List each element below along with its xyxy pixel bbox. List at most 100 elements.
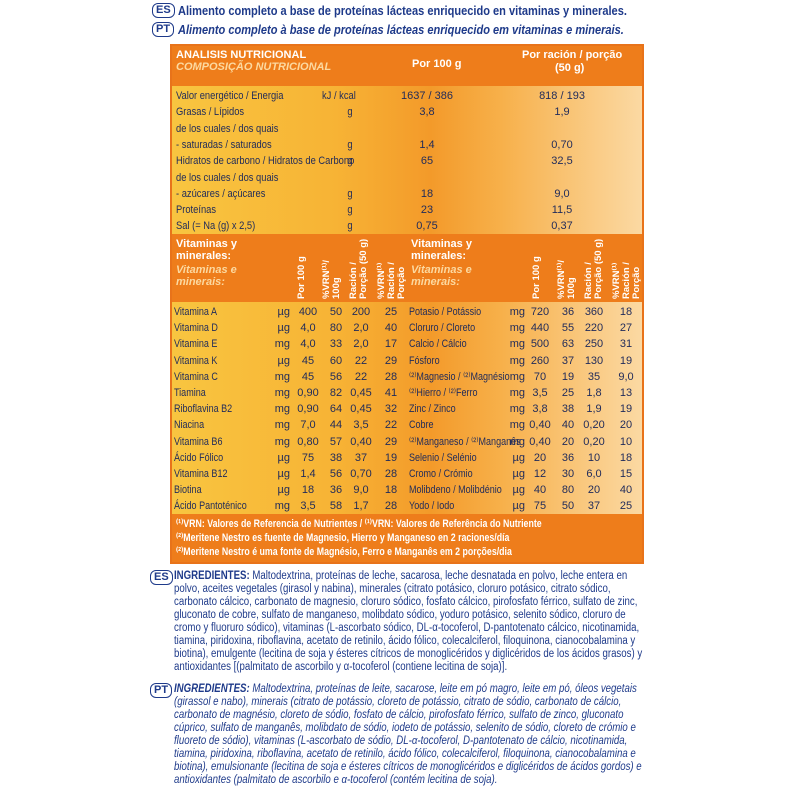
value: 22 <box>384 419 398 432</box>
value: 0,70 <box>551 138 573 151</box>
value: 33 <box>329 338 343 351</box>
value: 19 <box>619 354 633 367</box>
value: 0,37 <box>551 220 573 233</box>
value: 27 <box>619 322 633 335</box>
value: 58 <box>329 500 343 513</box>
value: 17 <box>384 338 398 351</box>
value: 20 <box>561 435 575 448</box>
value: 28 <box>384 468 398 480</box>
row-label: - saturadas / saturados <box>176 138 272 151</box>
unit: g <box>347 187 353 200</box>
value: 41 <box>384 387 398 399</box>
row-label: Valor energético / Energia <box>176 90 284 102</box>
value: 19 <box>384 451 398 464</box>
row-label: Ácido Fólico <box>174 451 224 464</box>
value: 55 <box>561 322 575 335</box>
value: 1,9 <box>586 403 602 416</box>
value: 500 <box>530 338 550 351</box>
value: 28 <box>384 370 398 383</box>
row-label: Calcio / Cálcio <box>409 338 467 351</box>
value: 29 <box>384 435 398 448</box>
unit: mg <box>274 435 290 448</box>
unit: µg <box>277 322 290 335</box>
value: 44 <box>329 419 343 432</box>
ingredients-body: Maltodextrina, proteínas de leche, sacar… <box>174 570 643 673</box>
row-label: Vitamina C <box>174 370 218 383</box>
value: 200 <box>351 306 371 318</box>
value: 3,8 <box>532 403 548 416</box>
unit: µg <box>277 468 290 480</box>
value: 31 <box>619 338 633 351</box>
value: 57 <box>329 435 343 448</box>
value: 25 <box>619 500 633 513</box>
value: 0,45 <box>350 403 372 416</box>
unit: mg <box>509 338 525 351</box>
value: 36 <box>561 306 575 318</box>
unit: mg <box>509 306 525 318</box>
value: 0,40 <box>350 435 372 448</box>
ingredients-text: INGREDIENTES: Maltodextrina, proteínas d… <box>174 570 644 674</box>
row-label: Biotina <box>174 484 202 497</box>
value: 2,0 <box>353 322 369 335</box>
value: 32,5 <box>551 155 573 168</box>
value: 400 <box>298 306 318 318</box>
value: 64 <box>329 403 343 416</box>
value: 250 <box>584 338 604 351</box>
unit: mg <box>274 370 290 383</box>
value: 20 <box>619 419 633 432</box>
unit: mg <box>509 322 525 335</box>
row-label: - azúcares / açúcares <box>176 187 266 200</box>
row-label: Grasas / Lípidos <box>176 106 245 119</box>
value: 0,20 <box>583 419 605 432</box>
value: 40 <box>561 419 575 432</box>
value: 0,75 <box>416 220 438 233</box>
unit: mg <box>274 403 290 416</box>
value: 80 <box>329 322 343 335</box>
badge: PT <box>150 683 173 698</box>
badge: PT <box>152 22 175 37</box>
row-label: Proteínas <box>176 204 217 217</box>
value: 45 <box>301 370 315 383</box>
value: 0,90 <box>297 403 319 416</box>
value: 22 <box>354 354 368 367</box>
footnote: ⁽²⁾Meritene Nestro es fuente de Magnesio… <box>176 532 510 544</box>
table-title: COMPOSIÇÃO NUTRICIONAL <box>176 61 332 73</box>
footnote: ⁽²⁾Meritene Nestro é uma fonte de Magnés… <box>176 546 512 558</box>
value: 37 <box>587 500 601 513</box>
row-label: Potasio / Potássio <box>409 306 482 318</box>
header-band <box>172 234 642 302</box>
row-label: Vitamina B6 <box>174 435 223 448</box>
value: 35 <box>587 370 601 383</box>
value: 13 <box>619 387 633 399</box>
unit: mg <box>509 435 525 448</box>
column-header: Por 100 g <box>412 58 462 70</box>
row-label: Fósforo <box>409 354 440 367</box>
footnote-band <box>172 514 642 562</box>
value: 18 <box>384 484 398 497</box>
row-label: Tiamina <box>174 387 206 399</box>
unit: µg <box>277 451 290 464</box>
row-label: Vitamina B12 <box>174 468 228 480</box>
unit: mg <box>509 387 525 399</box>
value: 30 <box>561 468 575 480</box>
unit: µg <box>277 306 290 318</box>
value: 0,40 <box>529 419 551 432</box>
unit: mg <box>274 387 290 399</box>
row-label: Riboflavina B2 <box>174 403 233 416</box>
value: 1,4 <box>300 468 316 480</box>
row-label: de los cuales / dos quais <box>176 122 279 135</box>
value: 10 <box>587 451 601 464</box>
section-heading: Vitaminas e minerais: <box>411 264 472 288</box>
unit: mg <box>509 354 525 367</box>
column-header: %VRN⁽¹⁾/ 100g <box>556 260 577 299</box>
value: 40 <box>619 484 633 497</box>
value: 18 <box>420 187 434 200</box>
row-label: Cobre <box>409 419 434 432</box>
value: 56 <box>329 468 343 480</box>
value: 9,0 <box>618 370 634 383</box>
value: 3,5 <box>353 419 369 432</box>
section-heading: Vitaminas y minerales: <box>176 238 237 262</box>
value: 260 <box>530 354 550 367</box>
unit: kJ / kcal <box>322 90 356 102</box>
nutrition-panel: ANALISIS NUTRICIONAL COMPOSIÇÃO NUTRICION… <box>170 44 644 564</box>
